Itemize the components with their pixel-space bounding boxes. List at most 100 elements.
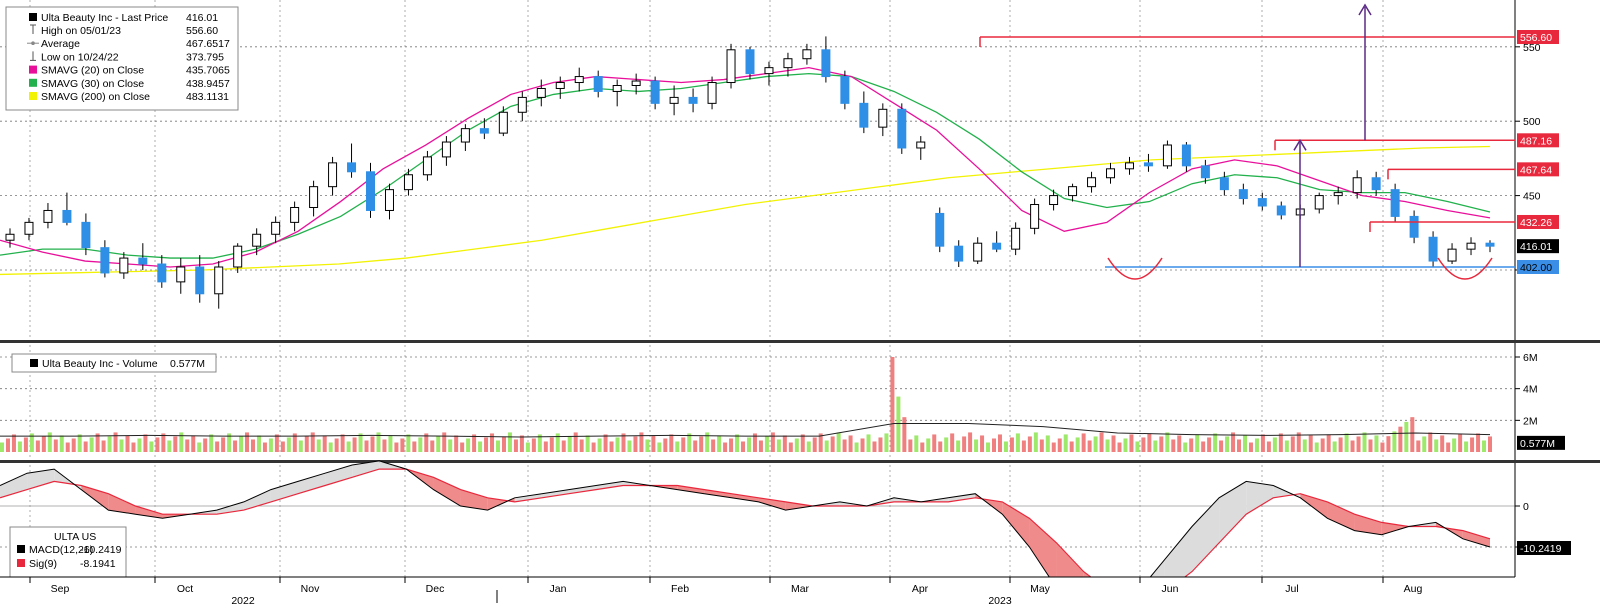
volume-bar (1081, 433, 1086, 452)
candle-body (1371, 177, 1381, 191)
macd-fill-segment (1354, 514, 1382, 535)
volume-bar (782, 435, 787, 452)
macd-fill-segment (270, 481, 298, 502)
volume-bar (59, 435, 64, 452)
volume-bar (1051, 442, 1056, 452)
volume-bar (1446, 442, 1451, 452)
volume-bar (1009, 437, 1014, 452)
price-legend-title-value: 416.01 (186, 12, 218, 24)
sma30-line (0, 72, 1491, 259)
candle-body (460, 128, 470, 143)
volume-bar (1141, 437, 1146, 452)
volume-bar (53, 439, 58, 452)
volume-bar (621, 433, 626, 452)
price-legend-value: 373.795 (186, 51, 224, 63)
volume-bar (346, 441, 351, 452)
volume-bar (770, 432, 775, 452)
volume-bar (1356, 436, 1361, 452)
x-month-label: Jun (1162, 583, 1179, 595)
candle-body (24, 221, 34, 235)
candle-body (1466, 242, 1476, 250)
volume-bar (1135, 441, 1140, 452)
volume-bar (412, 441, 417, 452)
price-label-box (1517, 239, 1559, 254)
candle-body (157, 263, 167, 283)
volume-bar (573, 432, 578, 452)
volume-bar (406, 434, 411, 452)
volume-bar (896, 396, 901, 452)
volume-bar (466, 438, 471, 452)
volume-bar (1159, 436, 1164, 452)
volume-bar (167, 440, 172, 452)
volume-bar (394, 442, 399, 452)
volume-bar (1296, 432, 1301, 452)
macd-fill-segment (948, 493, 976, 502)
macd-fill-segment (325, 465, 353, 486)
candle-body (43, 209, 53, 223)
macd-fill-segment (1192, 497, 1220, 572)
sma200-line (0, 145, 1491, 276)
volume-bar (1428, 432, 1433, 452)
volume-bar (824, 440, 829, 452)
price-legend-label: High on 05/01/23 (41, 25, 121, 37)
volume-bar (41, 436, 46, 452)
price-legend-label: Average (41, 38, 80, 50)
volume-bar (322, 435, 327, 452)
x-month-label: Nov (301, 583, 320, 595)
volume-bar (436, 436, 441, 452)
volume-tick-label: 2M (1523, 415, 1538, 427)
macd-fill-segment (81, 485, 109, 511)
macd-legend-value: -8.1941 (80, 558, 116, 570)
volume-bar (997, 434, 1002, 452)
candle-body (764, 67, 774, 75)
volume-bar (454, 435, 459, 452)
volume-bar (1452, 438, 1457, 452)
price-label-box (1517, 30, 1559, 44)
volume-bar (842, 439, 847, 452)
volume-bar (1308, 435, 1313, 452)
volume-bar (525, 442, 530, 452)
volume-bar (1027, 436, 1032, 452)
volume-bar (1404, 421, 1409, 452)
price-legend-swatch (29, 13, 37, 21)
candle-body (290, 206, 300, 223)
volume-bar (908, 439, 913, 452)
candle-body (441, 141, 451, 158)
volume-bar (1087, 440, 1092, 452)
macd-fill-segment (1164, 526, 1192, 593)
volume-bar (113, 432, 118, 452)
macd-y-axis: 0-10-20-10.2419 (1514, 463, 1600, 595)
volume-bar (1207, 437, 1212, 452)
volume-bar (292, 433, 297, 452)
volume-bar (836, 432, 841, 452)
volume-bar (830, 436, 835, 452)
volume-bar (1213, 433, 1218, 452)
volume-bar (1422, 436, 1427, 452)
volume-bar (382, 439, 387, 452)
macd-legend-rows: MACD(12,26)-10.2419 Sig(9) -8.1941 (17, 544, 122, 570)
volume-average (0, 423, 1491, 438)
x-month-label: Jan (550, 583, 567, 595)
volume-bar (316, 439, 321, 452)
panel-separator-2 (0, 460, 1600, 463)
volume-bar (555, 433, 560, 452)
volume-bar (693, 440, 698, 452)
x-year-label: 2023 (988, 595, 1012, 607)
candle-body (195, 266, 205, 295)
macd-legend: ULTA US MACD(12,26)-10.2419 Sig(9) -8.1941 (9, 526, 127, 578)
signal-line (0, 468, 1491, 601)
macd-fill-segment (298, 473, 326, 494)
volume-bar (1332, 441, 1337, 452)
candle-body (992, 242, 1002, 250)
macd-fill-segment (1002, 501, 1030, 547)
volume-bar (812, 437, 817, 452)
volume-bar (705, 432, 710, 452)
volume-bar (1278, 433, 1283, 452)
volume-bar (418, 437, 423, 452)
candle-body (1314, 195, 1324, 210)
volume-bar (1069, 441, 1074, 452)
macd-fill-segment (704, 489, 732, 498)
volume-legend-title: Ulta Beauty Inc - Volume (42, 358, 158, 370)
volume-bar (543, 441, 548, 452)
